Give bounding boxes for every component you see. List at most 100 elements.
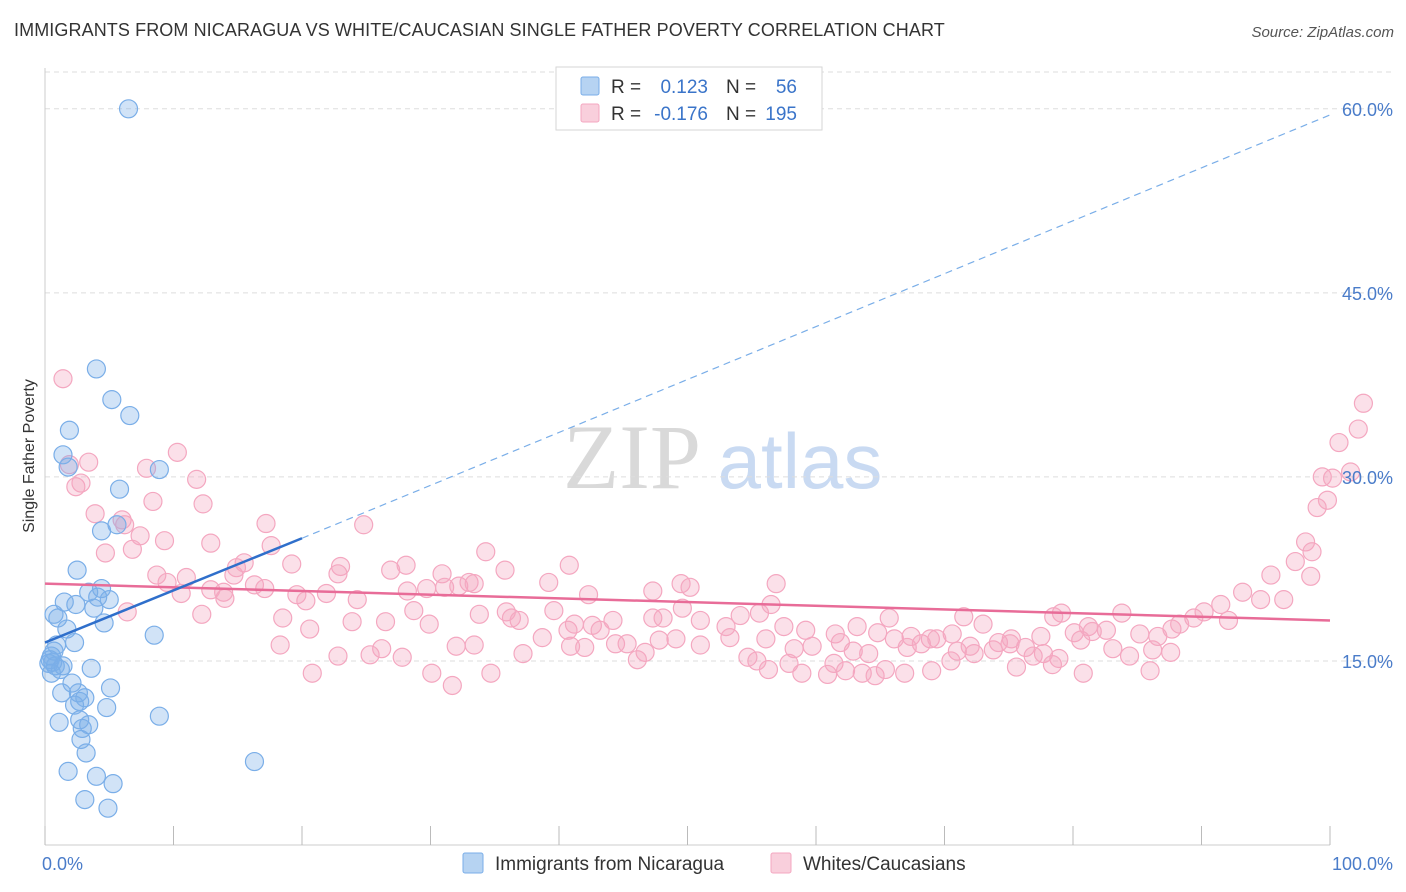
point-whites-124 bbox=[1322, 468, 1343, 488]
point-whites-57 bbox=[766, 574, 786, 594]
point-whites-2 bbox=[66, 477, 86, 497]
bottom-legend-swatch-1 bbox=[770, 852, 792, 874]
point-whites-59 bbox=[192, 604, 212, 624]
point-whites-19 bbox=[122, 539, 142, 559]
point-whites-146 bbox=[720, 628, 740, 648]
point-whites-141 bbox=[617, 634, 637, 654]
point-nicaragua-2 bbox=[102, 390, 122, 410]
point-whites-10 bbox=[85, 504, 105, 524]
point-nicaragua-19 bbox=[44, 604, 64, 624]
bottom-legend-swatch-0 bbox=[462, 852, 484, 874]
point-nicaragua-4 bbox=[59, 420, 80, 440]
point-whites-191 bbox=[1042, 655, 1063, 675]
point-whites-134 bbox=[328, 646, 348, 666]
series-whites-caucasians bbox=[53, 369, 1374, 696]
point-whites-166 bbox=[1103, 639, 1123, 659]
point-whites-3 bbox=[71, 473, 91, 493]
x-tick-label-1: 100.0% bbox=[1332, 854, 1393, 874]
point-nicaragua-18 bbox=[84, 598, 104, 618]
point-nicaragua-10 bbox=[91, 521, 112, 541]
point-whites-79 bbox=[690, 610, 710, 631]
point-whites-186 bbox=[895, 663, 915, 683]
point-whites-127 bbox=[1348, 419, 1368, 439]
point-whites-185 bbox=[875, 659, 895, 680]
point-whites-170 bbox=[302, 663, 322, 683]
watermark-zip: ZIP bbox=[563, 406, 701, 508]
point-whites-78 bbox=[672, 598, 692, 618]
y-tick-labels: 15.0% 30.0% 45.0% 60.0% bbox=[1342, 100, 1393, 672]
point-whites-7 bbox=[187, 469, 207, 489]
point-whites-115 bbox=[1261, 565, 1281, 585]
point-whites-129 bbox=[446, 636, 466, 656]
point-nicaragua-50 bbox=[76, 743, 96, 763]
point-whites-184 bbox=[865, 666, 885, 686]
axes bbox=[44, 68, 1331, 846]
point-whites-136 bbox=[513, 643, 533, 664]
point-whites-90 bbox=[901, 626, 921, 647]
point-whites-193 bbox=[1140, 661, 1160, 681]
point-whites-182 bbox=[835, 661, 856, 681]
trend-nicaragua bbox=[44, 537, 303, 644]
point-whites-105 bbox=[1130, 624, 1150, 644]
point-nicaragua-56 bbox=[244, 751, 265, 772]
y-tick-label-0: 15.0% bbox=[1342, 652, 1393, 672]
point-whites-70 bbox=[544, 601, 564, 621]
point-whites-87 bbox=[847, 616, 867, 637]
point-whites-62 bbox=[342, 612, 362, 632]
point-whites-192 bbox=[1073, 663, 1093, 683]
point-whites-60 bbox=[273, 608, 293, 628]
point-whites-157 bbox=[947, 641, 967, 661]
point-whites-130 bbox=[464, 635, 484, 655]
point-whites-114 bbox=[1251, 590, 1271, 610]
point-nicaragua-53 bbox=[103, 774, 123, 794]
legend-swatch-1 bbox=[580, 103, 600, 123]
point-whites-1 bbox=[79, 452, 99, 472]
point-whites-160 bbox=[1000, 634, 1020, 654]
point-whites-64 bbox=[404, 601, 424, 621]
point-nicaragua-34 bbox=[81, 658, 101, 678]
legend-n-label-1: N = bbox=[726, 104, 756, 125]
point-nicaragua-36 bbox=[62, 673, 82, 693]
point-whites-88 bbox=[868, 623, 888, 643]
watermark: ZIP atlas bbox=[563, 406, 882, 508]
point-whites-6 bbox=[167, 442, 187, 462]
point-whites-75 bbox=[603, 610, 623, 631]
point-whites-154 bbox=[897, 637, 917, 658]
point-whites-45 bbox=[347, 590, 367, 610]
point-nicaragua-11 bbox=[67, 560, 87, 580]
point-whites-0 bbox=[53, 369, 73, 389]
y-tick-label-1: 30.0% bbox=[1342, 468, 1393, 488]
point-nicaragua-47 bbox=[149, 706, 169, 726]
point-whites-142 bbox=[635, 642, 655, 662]
point-whites-126 bbox=[1340, 462, 1361, 482]
point-whites-169 bbox=[1161, 642, 1181, 662]
point-whites-32 bbox=[147, 565, 167, 585]
point-whites-25 bbox=[330, 556, 351, 577]
gridlines bbox=[45, 71, 1395, 662]
point-whites-179 bbox=[792, 663, 812, 683]
point-whites-68 bbox=[501, 608, 522, 628]
point-whites-165 bbox=[1082, 621, 1102, 642]
point-whites-132 bbox=[392, 647, 412, 667]
point-whites-171 bbox=[422, 663, 442, 683]
point-nicaragua-14 bbox=[88, 587, 108, 607]
point-whites-51 bbox=[464, 574, 484, 594]
legend-box bbox=[555, 66, 823, 131]
point-nicaragua-45 bbox=[79, 715, 99, 735]
point-nicaragua-33 bbox=[41, 663, 62, 683]
point-whites-81 bbox=[730, 605, 750, 626]
point-whites-93 bbox=[954, 607, 974, 627]
legend-n-value-1: 195 bbox=[765, 104, 797, 125]
point-whites-151 bbox=[843, 641, 863, 661]
point-whites-17 bbox=[201, 533, 221, 553]
point-nicaragua-42 bbox=[64, 695, 85, 715]
legend-r-label-1: R = bbox=[611, 104, 641, 125]
point-whites-137 bbox=[532, 628, 552, 648]
legend-r-value-0: 0.123 bbox=[660, 77, 708, 98]
watermark-atlas: atlas bbox=[718, 417, 883, 505]
point-whites-155 bbox=[911, 634, 931, 654]
point-whites-28 bbox=[396, 555, 416, 575]
point-whites-76 bbox=[643, 608, 663, 628]
point-whites-21 bbox=[476, 542, 496, 562]
point-nicaragua-1 bbox=[86, 359, 107, 379]
